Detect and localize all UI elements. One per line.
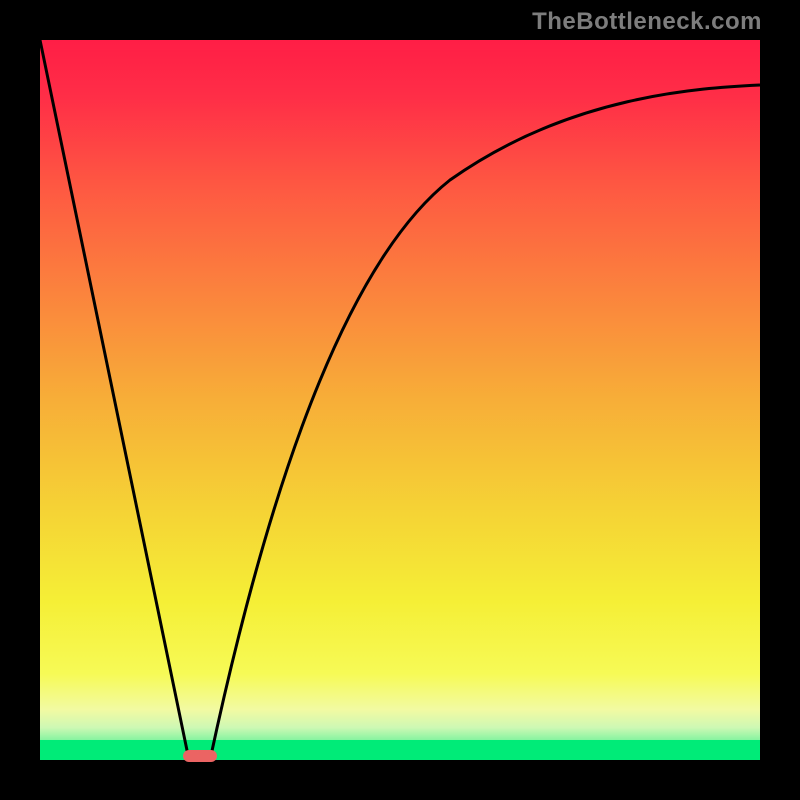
watermark-text: TheBottleneck.com xyxy=(532,8,762,36)
optimal-point-marker xyxy=(183,750,217,762)
bottleneck-curve xyxy=(0,0,800,800)
